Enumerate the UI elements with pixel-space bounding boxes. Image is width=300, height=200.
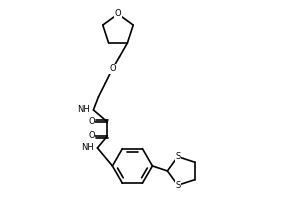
Text: O: O <box>88 131 95 140</box>
Text: NH: NH <box>81 143 93 152</box>
Text: NH: NH <box>77 105 89 114</box>
Text: O: O <box>115 9 121 19</box>
Text: O: O <box>88 117 95 126</box>
Text: S: S <box>175 152 180 161</box>
Text: O: O <box>109 64 116 73</box>
Text: S: S <box>175 181 180 190</box>
